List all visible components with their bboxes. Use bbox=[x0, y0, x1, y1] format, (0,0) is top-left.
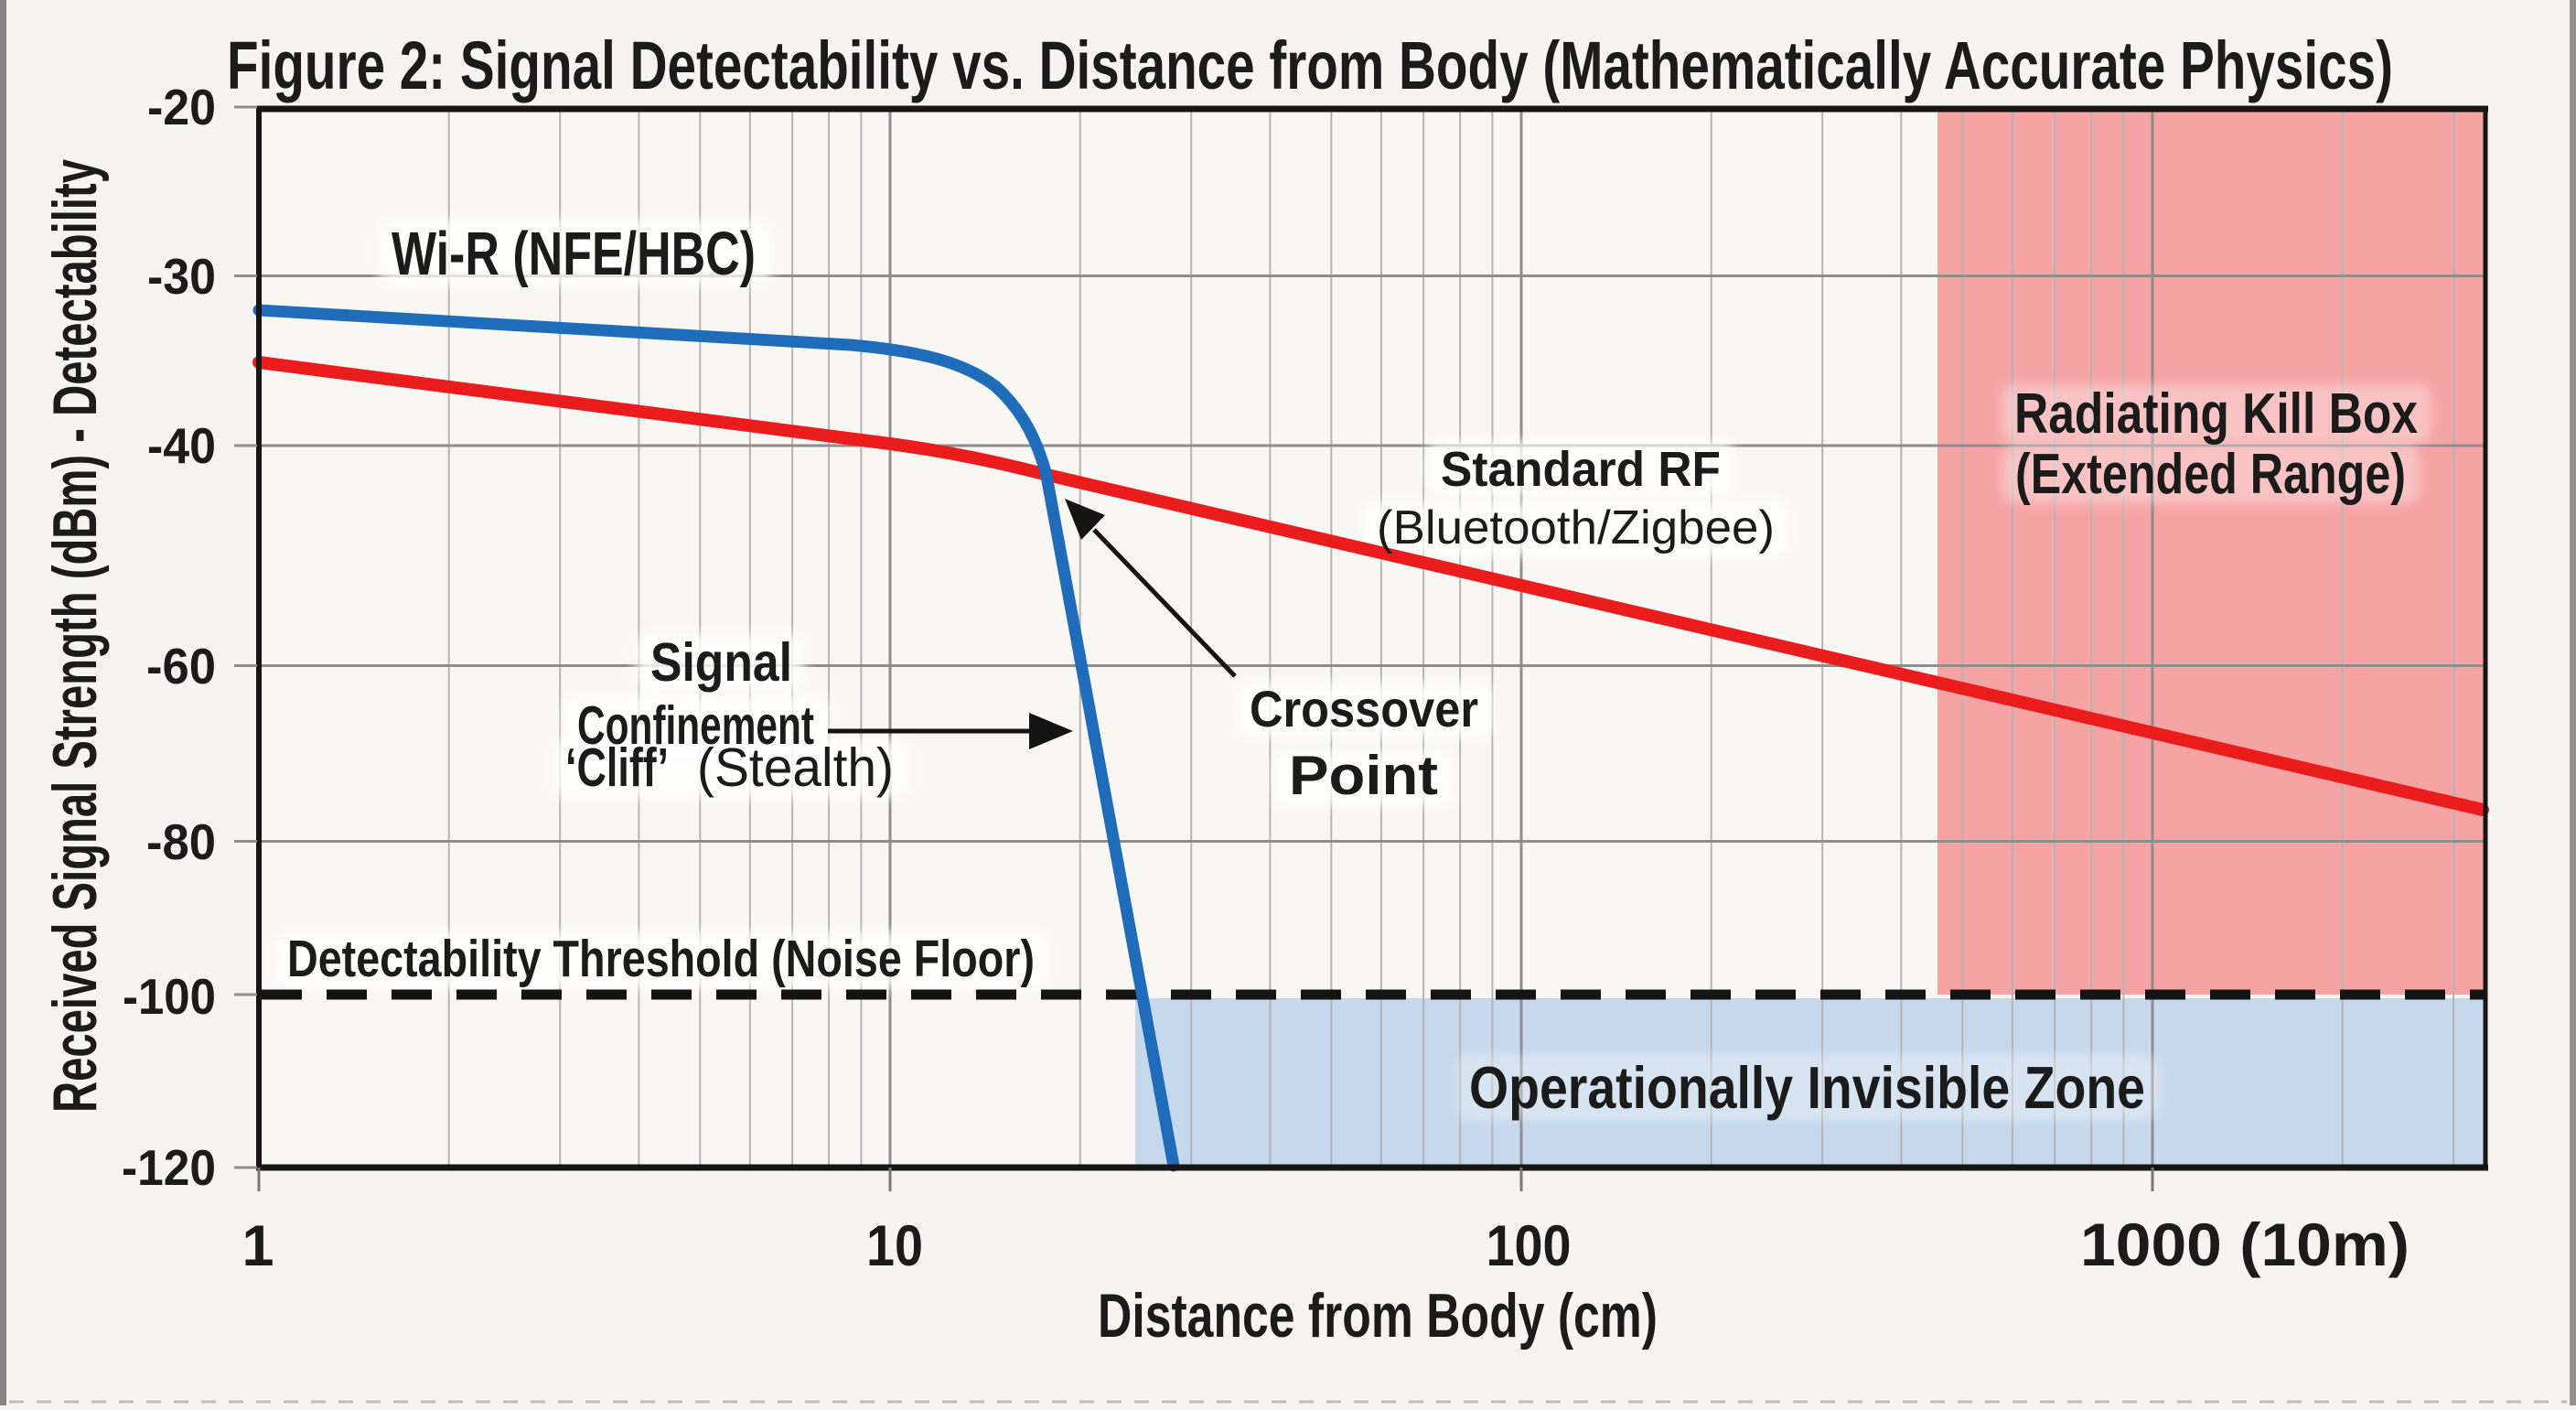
svg-text:Operationally Invisible Zone: Operationally Invisible Zone bbox=[1469, 1054, 2145, 1121]
svg-text:-60: -60 bbox=[146, 638, 216, 694]
svg-text:-100: -100 bbox=[123, 968, 216, 1025]
svg-text:‘Cliff’: ‘Cliff’ bbox=[565, 737, 669, 798]
svg-text:Figure 2: Signal Detectability: Figure 2: Signal Detectability vs. Dista… bbox=[227, 27, 2393, 103]
svg-text:Crossover: Crossover bbox=[1250, 680, 1478, 737]
svg-text:1000 (10m): 1000 (10m) bbox=[2080, 1211, 2410, 1278]
svg-text:(Stealth): (Stealth) bbox=[697, 737, 894, 798]
svg-text:Distance from Body (cm): Distance from Body (cm) bbox=[1098, 1281, 1658, 1351]
svg-text:Detectability Threshold (Noise: Detectability Threshold (Noise Floor) bbox=[287, 930, 1035, 988]
svg-text:Confinement: Confinement bbox=[577, 695, 814, 756]
svg-text:Received Signal Strength (dBm): Received Signal Strength (dBm) - Detecta… bbox=[40, 159, 110, 1113]
svg-text:10: 10 bbox=[866, 1214, 923, 1278]
svg-text:-120: -120 bbox=[122, 1139, 216, 1196]
svg-text:1: 1 bbox=[242, 1214, 274, 1278]
svg-text:(Extended Range): (Extended Range) bbox=[2015, 443, 2406, 506]
svg-text:Radiating Kill Box: Radiating Kill Box bbox=[2014, 382, 2418, 446]
svg-text:Wi-R (NFE/HBC): Wi-R (NFE/HBC) bbox=[392, 220, 756, 288]
svg-text:-20: -20 bbox=[147, 79, 216, 135]
svg-text:100: 100 bbox=[1487, 1214, 1572, 1278]
svg-text:-40: -40 bbox=[147, 417, 216, 474]
svg-text:Standard RF: Standard RF bbox=[1441, 442, 1721, 497]
svg-text:-80: -80 bbox=[146, 813, 216, 870]
svg-text:-30: -30 bbox=[147, 248, 216, 305]
svg-text:Point: Point bbox=[1289, 745, 1438, 806]
svg-text:Signal: Signal bbox=[650, 632, 792, 693]
svg-text:(Bluetooth/Zigbee): (Bluetooth/Zigbee) bbox=[1377, 501, 1775, 554]
